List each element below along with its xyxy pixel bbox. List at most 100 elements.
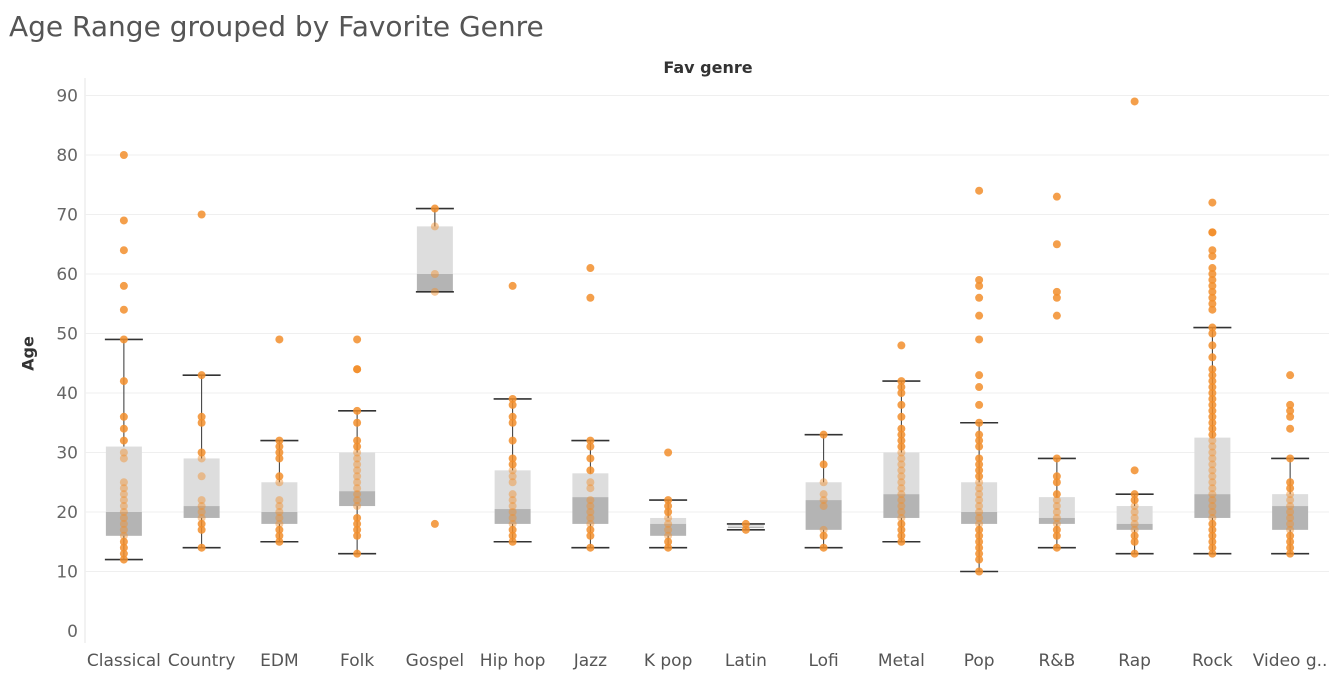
data-point: [353, 549, 362, 558]
box-upper: [1272, 494, 1309, 507]
data-point: [1052, 478, 1061, 487]
data-point: [508, 472, 517, 481]
data-point: [119, 424, 128, 433]
data-point: [1208, 377, 1217, 386]
data-point: [430, 270, 439, 278]
box-lower: [494, 509, 531, 524]
data-point: [975, 454, 984, 463]
data-point: [975, 555, 984, 564]
data-point: [275, 496, 284, 505]
data-point: [119, 490, 128, 499]
data-point: [897, 424, 906, 433]
data-point: [119, 436, 128, 445]
data-point: [975, 460, 984, 469]
data-point: [664, 519, 673, 528]
data-point: [664, 543, 673, 552]
data-point: [1208, 371, 1217, 380]
box-upper: [572, 473, 609, 498]
data-point: [897, 400, 906, 409]
data-point: [975, 335, 984, 344]
x-category-label: Metal: [878, 651, 925, 671]
data-point: [975, 400, 984, 409]
box-upper: [1116, 506, 1153, 524]
data-point: [353, 490, 362, 499]
box-lower: [183, 506, 220, 518]
x-category-label: Folk: [340, 651, 374, 671]
data-point: [975, 436, 984, 445]
data-point: [119, 543, 128, 552]
box-lower: [1272, 506, 1309, 530]
box-upper: [1038, 497, 1075, 518]
data-point: [586, 442, 595, 451]
box-upper: [416, 226, 453, 274]
data-point: [1286, 537, 1295, 546]
data-point: [897, 472, 906, 481]
data-point: [353, 406, 362, 415]
data-point: [1130, 490, 1139, 499]
data-point: [508, 478, 517, 487]
y-tick-label: 30: [56, 444, 78, 464]
data-point: [197, 543, 206, 552]
data-point: [119, 377, 128, 386]
data-point: [508, 519, 517, 528]
data-point: [1208, 442, 1217, 451]
data-point: [1208, 383, 1217, 392]
data-point: [897, 478, 906, 487]
data-point: [586, 293, 595, 302]
box-upper: [105, 446, 142, 512]
data-point: [1286, 543, 1295, 552]
data-point: [897, 436, 906, 445]
data-point: [664, 537, 673, 546]
data-point: [1052, 287, 1061, 296]
data-point: [197, 418, 206, 427]
data-point: [975, 567, 984, 576]
data-point: [430, 519, 439, 528]
data-point: [975, 502, 984, 511]
data-point: [1130, 525, 1139, 534]
data-point: [1208, 293, 1217, 302]
data-point: [741, 519, 750, 528]
data-point: [353, 513, 362, 522]
data-point: [1208, 448, 1217, 457]
data-point: [119, 549, 128, 558]
data-point: [586, 484, 595, 493]
data-point: [1130, 502, 1139, 511]
data-point: [975, 484, 984, 493]
data-point: [897, 513, 906, 522]
data-point: [508, 400, 517, 409]
y-tick-label: 80: [56, 146, 78, 166]
data-point: [819, 525, 828, 534]
data-point: [1208, 508, 1217, 516]
data-point: [975, 525, 984, 534]
data-point: [897, 537, 906, 546]
data-point: [119, 508, 128, 516]
data-point: [119, 305, 128, 314]
data-point: [1208, 299, 1217, 308]
data-point: [1286, 519, 1295, 528]
box-upper: [494, 470, 531, 510]
data-point: [897, 454, 906, 463]
data-point: [508, 502, 517, 511]
data-point: [586, 496, 595, 505]
data-point: [586, 508, 595, 516]
data-point: [1208, 490, 1217, 499]
data-point: [1052, 311, 1061, 320]
data-point: [353, 472, 362, 481]
data-point: [1052, 454, 1061, 463]
box-lower: [1116, 523, 1153, 530]
data-point: [197, 371, 206, 380]
data-point: [1208, 513, 1217, 522]
box-upper: [805, 482, 842, 501]
data-point: [1286, 400, 1295, 409]
y-tick-label: 10: [56, 563, 78, 583]
data-point: [1208, 353, 1217, 362]
data-point: [1286, 549, 1295, 558]
data-point: [197, 525, 206, 534]
data-point: [119, 502, 128, 511]
data-point: [1286, 513, 1295, 522]
data-point: [975, 383, 984, 392]
box-upper: [339, 452, 376, 492]
data-point: [897, 389, 906, 397]
data-point: [1286, 454, 1295, 463]
